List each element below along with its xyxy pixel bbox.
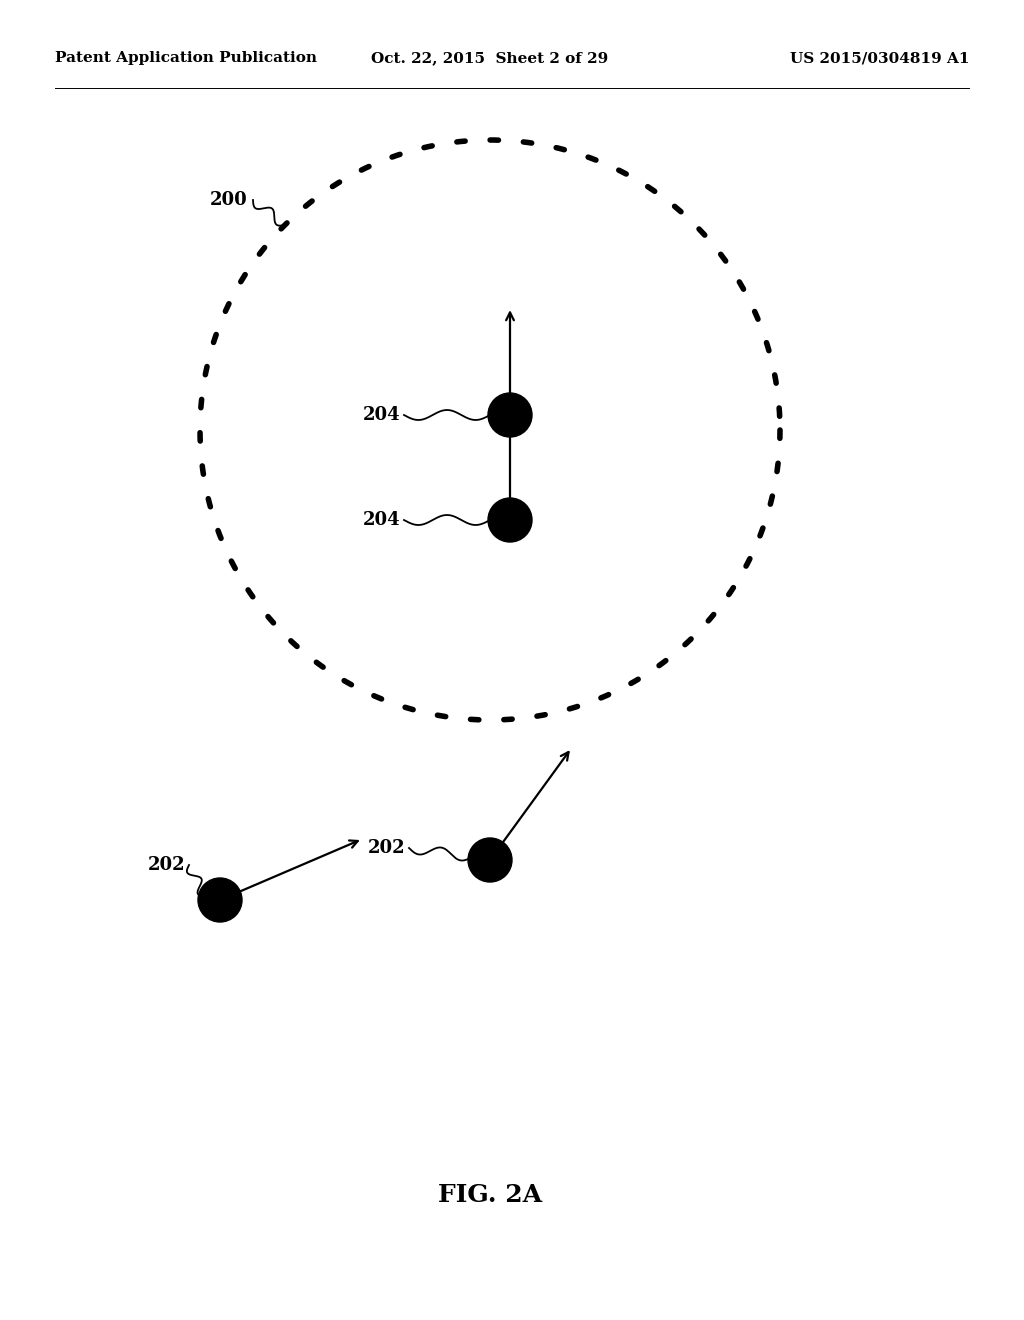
Text: 204: 204: [362, 407, 400, 424]
Circle shape: [488, 498, 532, 543]
Text: 202: 202: [147, 855, 185, 874]
Text: 200: 200: [210, 191, 248, 209]
Text: Oct. 22, 2015  Sheet 2 of 29: Oct. 22, 2015 Sheet 2 of 29: [372, 51, 608, 65]
Text: 204: 204: [362, 511, 400, 529]
Circle shape: [198, 878, 242, 921]
Text: US 2015/0304819 A1: US 2015/0304819 A1: [790, 51, 969, 65]
Text: FIG. 2A: FIG. 2A: [438, 1183, 542, 1206]
Text: 202: 202: [368, 840, 406, 857]
Circle shape: [468, 838, 512, 882]
Text: Patent Application Publication: Patent Application Publication: [55, 51, 317, 65]
Circle shape: [488, 393, 532, 437]
